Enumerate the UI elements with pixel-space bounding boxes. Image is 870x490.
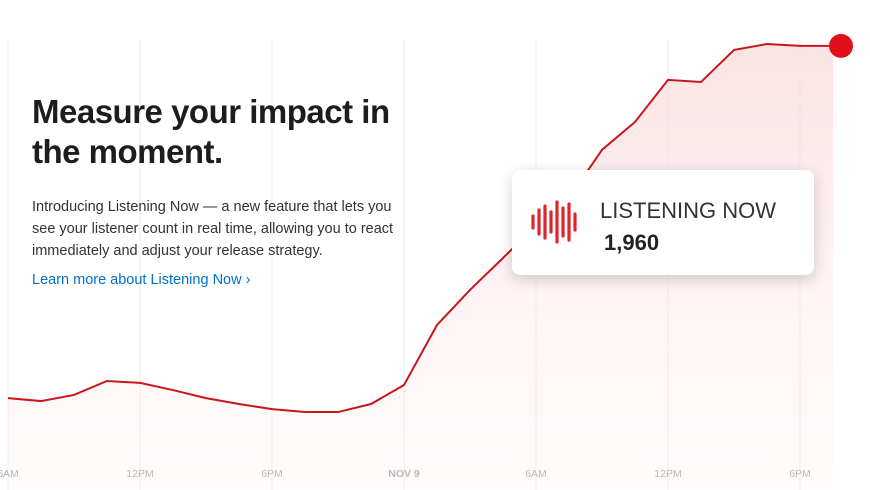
learn-more-link[interactable]: Learn more about Listening Now › xyxy=(32,272,251,288)
hero-title: Measure your impact in the moment. xyxy=(32,93,390,170)
waveform-icon xyxy=(531,200,577,244)
listening-card: LISTENING NOW 1,960 xyxy=(512,170,814,275)
area xyxy=(8,44,833,490)
current-point xyxy=(829,33,853,58)
listener-count: 1,960 xyxy=(604,230,660,255)
card-label: LISTENING NOW xyxy=(600,198,777,223)
hero: Measure your impact in the moment. Intro… xyxy=(32,92,404,288)
line xyxy=(7,42,833,414)
hero-body: Introducing Listening Now — a new featur… xyxy=(32,199,394,259)
